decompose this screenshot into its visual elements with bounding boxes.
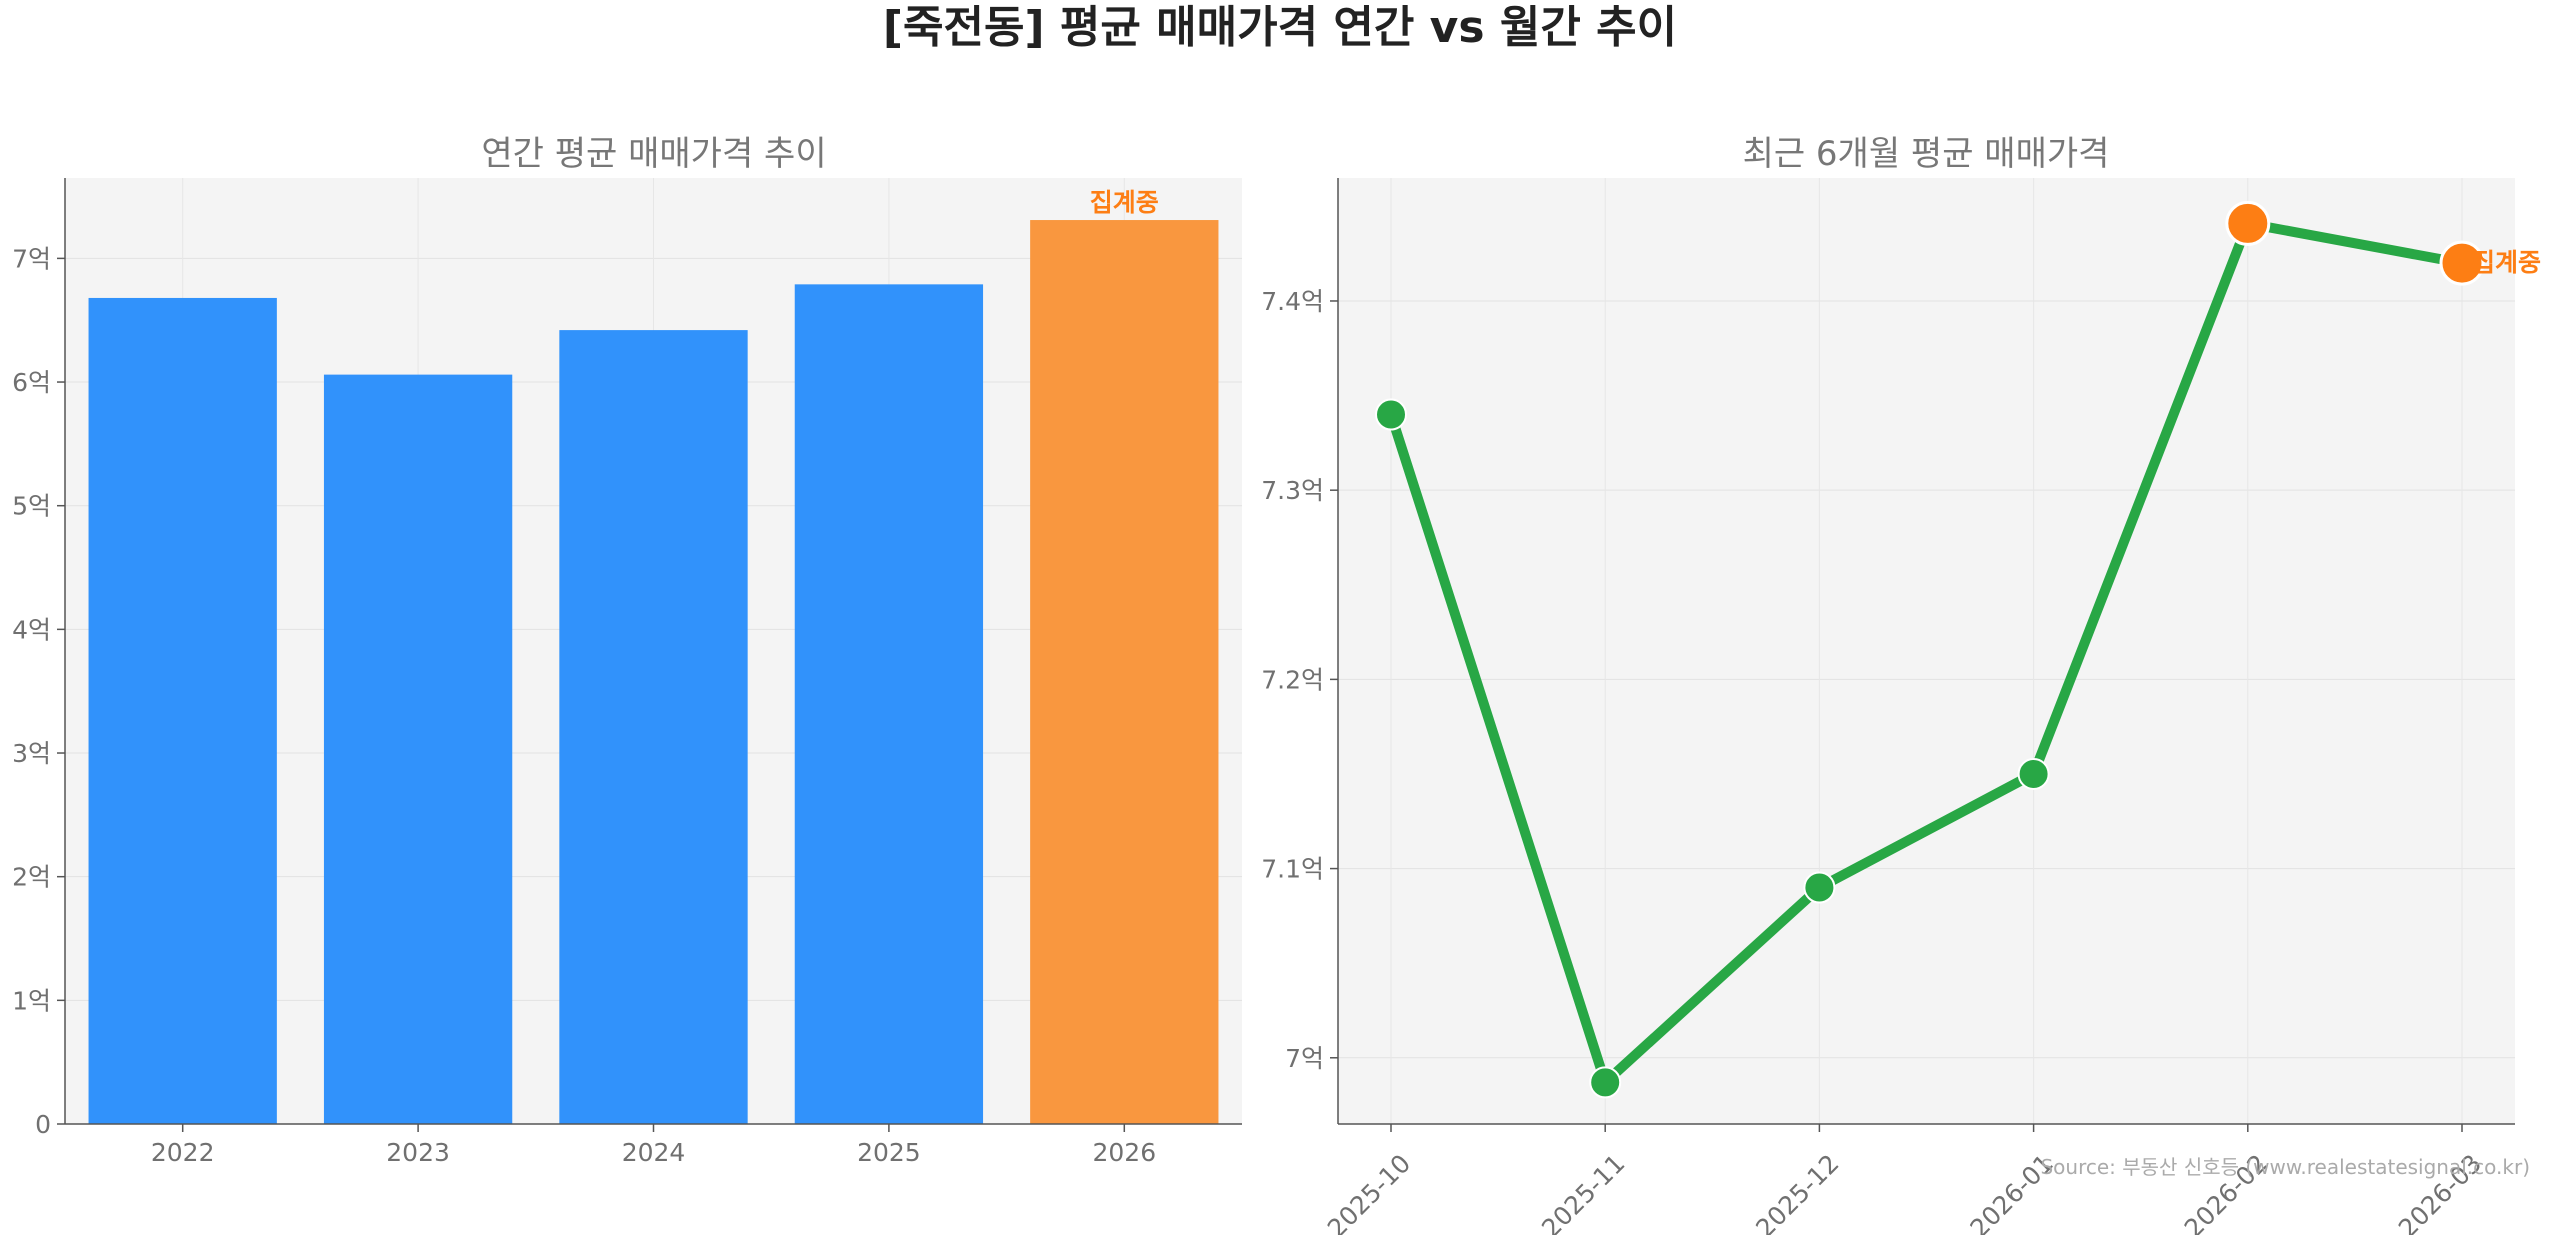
y-tick-label: 2억: [12, 863, 51, 892]
monthly-series: 집계중: [1375, 200, 2541, 1099]
source-note: Source: 부동산 신호등 (www.realestatesignal.co…: [2040, 1155, 2530, 1179]
point-2025-11: [1589, 1066, 1622, 1099]
annual-bars: 집계중: [88, 188, 1219, 1125]
bar-2024: [559, 330, 748, 1125]
bar-2023: [323, 374, 513, 1124]
y-tick-label: 0: [35, 1110, 51, 1139]
figure-title: [죽전동] 평균 매매가격 연간 vs 월간 추이: [883, 2, 1677, 53]
x-tick-label: 2023: [386, 1138, 450, 1167]
x-tick-label: 2025-12: [1750, 1149, 1844, 1235]
point-2026-03: [2439, 240, 2485, 286]
y-tick-label: 7.2억: [1261, 665, 1324, 694]
monthly-line-chart: 최근 6개월 평균 매매가격 집계중 7억 7.1억 7.2억 7.3억 7.4억 20…: [1261, 134, 2541, 1235]
monthly-chart-title: 최근 6개월 평균 매매가격: [1743, 134, 2110, 174]
annual-y-ticks: 0 1억 2억 3억 4억 5억 6억 7억: [12, 244, 65, 1139]
point-annotation: 집계중: [2472, 248, 2541, 277]
monthly-plot-area: [1338, 178, 2515, 1124]
x-tick-label: 2025-11: [1536, 1149, 1630, 1235]
point-2026-01: [2017, 757, 2050, 790]
x-tick-label: 2022: [151, 1138, 215, 1167]
y-tick-label: 7.1억: [1261, 855, 1324, 884]
point-2026-02: [2225, 200, 2271, 246]
monthly-grid: [1338, 178, 2515, 1124]
y-tick-label: 5억: [12, 492, 51, 521]
monthly-price-line: [1386, 218, 2467, 1088]
x-tick-label: 2025: [857, 1138, 921, 1167]
monthly-x-ticks: 2025-10 2025-11 2025-12 2026-01 2026-02 2026-…: [1322, 1124, 2487, 1235]
y-tick-label: 7.3억: [1261, 476, 1324, 505]
y-tick-label: 6억: [12, 368, 51, 397]
y-tick-label: 7억: [1285, 1044, 1324, 1073]
monthly-y-ticks: 7억 7.1억 7.2억 7.3억 7.4억: [1261, 287, 1338, 1073]
y-tick-label: 4억: [12, 615, 51, 644]
bar-2022: [88, 297, 277, 1124]
x-tick-label: 2025-10: [1322, 1149, 1416, 1235]
point-2025-12: [1803, 871, 1836, 904]
y-tick-label: 1억: [12, 986, 51, 1015]
bar-2026: [1030, 220, 1219, 1125]
x-tick-label: 2026: [1092, 1138, 1156, 1167]
x-tick-label: 2024: [622, 1138, 686, 1167]
y-tick-label: 3억: [12, 739, 51, 768]
annual-x-ticks: 2022 2023 2024 2025 2026: [151, 1124, 1156, 1167]
point-2025-10: [1375, 398, 1407, 431]
bar-2025: [794, 284, 984, 1124]
annual-chart-title: 연간 평균 매매가격 추이: [481, 134, 826, 174]
bar-annotation: 집계중: [1090, 188, 1159, 217]
y-tick-label: 7억: [12, 244, 51, 273]
y-tick-label: 7.4억: [1261, 287, 1324, 316]
